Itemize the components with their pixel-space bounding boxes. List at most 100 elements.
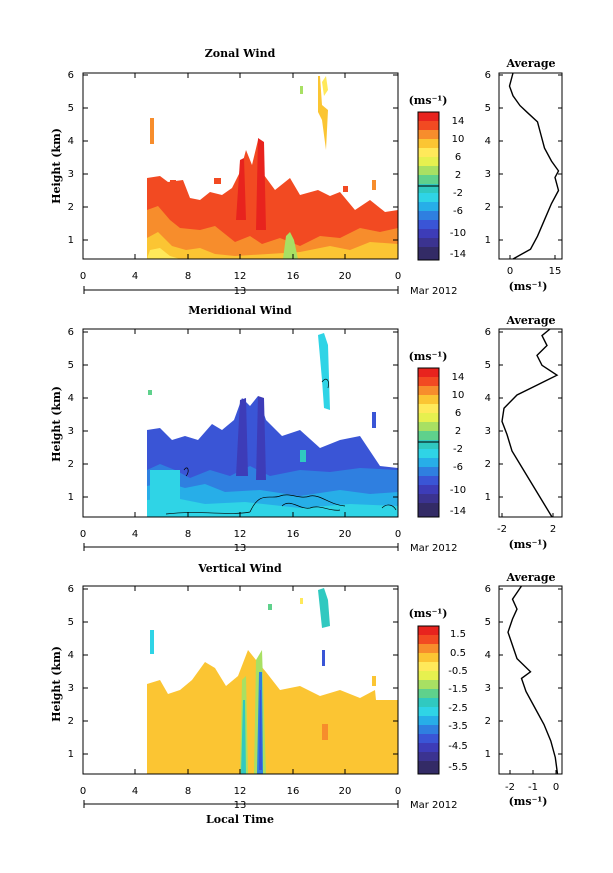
colorbar-swatch (418, 184, 439, 193)
colorbar-unit-label: (ms⁻¹) (409, 350, 448, 363)
colorbar-swatches (418, 626, 439, 774)
heatmap-region (170, 180, 176, 186)
y-tick-label: 4 (68, 136, 74, 147)
colorbar-tick-label: 14 (452, 116, 465, 127)
colorbar-tick-label: -6 (453, 462, 463, 473)
colorbar-frame (417, 625, 440, 775)
colorbar-swatch (418, 139, 439, 148)
average-profile-line (507, 585, 559, 775)
colorbar-swatch (418, 130, 439, 139)
x-tick-label: 0 (80, 529, 86, 540)
heatmap-region (236, 398, 248, 476)
colorbar-swatch (418, 467, 439, 476)
colorbar-swatch (418, 494, 439, 503)
heatmap-region (372, 676, 376, 686)
colorbar-tick-label: 2 (455, 170, 461, 181)
y-tick-label: 2 (68, 202, 74, 213)
colorbar-tick-label: -3.5 (448, 721, 468, 732)
colorbar-tick-label: -10 (450, 485, 466, 496)
y-tick-label: 3 (68, 426, 74, 437)
panel-title: Zonal Wind (205, 47, 276, 60)
x-tick-label: 0 (395, 529, 401, 540)
average-y-tick-marks (499, 588, 562, 755)
heatmap-region (241, 700, 246, 774)
colorbar-swatch (418, 725, 439, 734)
average-y-tick-label: 2 (485, 716, 491, 727)
colorbar-swatch (418, 175, 439, 184)
colorbar-swatch (418, 220, 439, 229)
colorbar-swatch (418, 157, 439, 166)
y-tick-label: 4 (68, 650, 74, 661)
colorbar-swatch (418, 698, 439, 707)
average-profile: Average 1 2 3 4 5 6 -2 2 (ms⁻¹) (485, 314, 563, 551)
colorbar-unit-label: (ms⁻¹) (409, 607, 448, 620)
x-tick-label: 4 (132, 786, 138, 797)
average-x-tick-label: -1 (528, 782, 538, 793)
x-axis: 0 4 8 12 16 20 0 13 Mar 2012 (80, 329, 458, 554)
colorbar-swatch (418, 238, 439, 247)
y-tick-label: 1 (68, 749, 74, 760)
colorbar-swatch (418, 386, 439, 395)
x-tick-label: 20 (339, 529, 352, 540)
y-tick-label: 5 (68, 617, 74, 628)
y-tick-label: 1 (68, 235, 74, 246)
colorbar-swatch (418, 707, 439, 716)
date-day-label: 13 (234, 286, 247, 297)
average-y-tick-label: 5 (485, 617, 491, 628)
x-tick-label: 12 (234, 271, 247, 282)
date-axis-ends (83, 543, 399, 551)
average-x-tick-marks (501, 513, 554, 517)
heatmap-region (268, 604, 272, 610)
colorbar-tick-label: 6 (455, 152, 461, 163)
colorbar-tick-label: -10 (450, 228, 466, 239)
average-frame (498, 72, 563, 260)
heatmap-region (147, 206, 398, 259)
heatmap-region (372, 180, 376, 190)
y-tick-marks (83, 331, 398, 498)
x-tick-label: 4 (132, 529, 138, 540)
x-tick-marks (82, 329, 399, 517)
heatmap-region (150, 118, 154, 144)
colorbar-swatch (418, 211, 439, 220)
x-tick-label: 12 (234, 529, 247, 540)
colorbar-swatch (418, 166, 439, 175)
heatmap-region (256, 138, 266, 230)
average-frame (498, 328, 563, 518)
average-x-tick-label: 0 (553, 782, 559, 793)
heatmap-region (256, 396, 266, 480)
contour-line (183, 467, 189, 477)
colorbar-swatch (418, 229, 439, 238)
colorbar-swatch (418, 476, 439, 485)
colorbar: (ms⁻¹) 1.5 0.5 -0 (409, 607, 468, 775)
panel-title: Meridional Wind (188, 304, 292, 317)
colorbar-tick-label: 14 (452, 372, 465, 383)
colorbar-swatch (418, 626, 439, 635)
date-day-label: 13 (234, 800, 247, 811)
average-y-tick-label: 1 (485, 235, 491, 246)
average-x-tick-label: 2 (550, 524, 556, 535)
average-x-tick-label: -2 (505, 782, 515, 793)
colorbar-swatch (418, 449, 439, 458)
colorbar-swatch (418, 503, 439, 517)
colorbar-swatch (418, 404, 439, 413)
average-title: Average (505, 57, 555, 70)
average-x-tick-label: 15 (549, 266, 562, 277)
average-profile: Average 1 2 3 4 5 6 -2 -1 0 (ms⁻¹) (485, 571, 563, 808)
colorbar-tick-label: -0.5 (448, 666, 468, 677)
heatmap-region (148, 390, 152, 395)
x-tick-label: 0 (80, 271, 86, 282)
contour-line (321, 378, 329, 389)
average-y-tick-label: 3 (485, 683, 491, 694)
colorbar-tick-label: 2 (455, 426, 461, 437)
heatmap-region (300, 450, 306, 462)
heatmap-region (318, 76, 328, 150)
x-tick-label: 0 (80, 786, 86, 797)
x-tick-label: 0 (395, 786, 401, 797)
y-tick-marks (83, 74, 398, 241)
x-tick-label: 16 (287, 529, 300, 540)
average-unit-label: (ms⁻¹) (509, 795, 548, 808)
colorbar-tick-label: 10 (452, 134, 465, 145)
x-tick-label: 4 (132, 271, 138, 282)
x-tick-label: 20 (339, 271, 352, 282)
